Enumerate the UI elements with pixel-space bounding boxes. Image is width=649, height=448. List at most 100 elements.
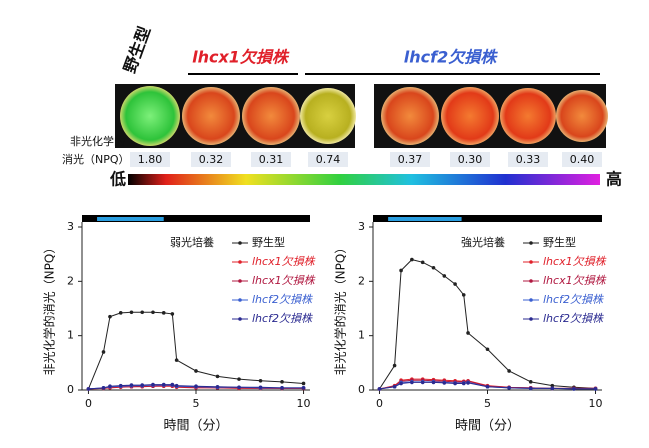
value-box [508,152,548,167]
legend-label: 野生型 [543,235,576,249]
data-point [392,363,397,368]
npq-value: 0.30 [458,153,483,166]
y-tick-label: 3 [358,220,365,233]
data-point [174,383,179,388]
chart-title: 強光培養 [461,235,505,249]
x-tick-label: 5 [193,397,200,410]
chart-title: 弱光培養 [170,235,214,249]
data-point [507,386,511,390]
data-point [161,311,166,315]
data-point [528,380,533,384]
data-point [410,257,414,262]
strain-label: lhcx1欠損株 [192,48,290,67]
y-tick-label: 2 [358,274,365,287]
legend-marker [529,298,533,302]
data-point [466,331,470,335]
legend-marker [529,241,533,245]
data-point [108,384,112,388]
data-point [453,282,457,286]
data-point [399,268,403,273]
value-box [130,152,170,167]
value-box [191,152,231,167]
data-point [151,382,155,387]
data-point [215,384,220,389]
data-point [593,387,598,391]
x-tick-label: 10 [297,397,311,410]
data-point [280,386,284,390]
data-point [392,384,397,389]
data-point [86,387,91,391]
legend-label: lhcf2欠損株 [543,312,604,325]
legend-label: lhcx1欠損株 [543,255,607,268]
y-tick-label: 2 [67,274,74,287]
data-point [485,384,490,389]
data-point [453,381,457,386]
data-point [572,387,576,391]
data-point [431,380,436,385]
data-point [161,382,166,387]
data-point [129,310,134,315]
series-line [88,384,304,390]
data-point [194,369,198,373]
data-point [129,383,134,387]
y-axis-label: 非光化学的消光（NPQ） [42,242,57,376]
data-point [420,380,425,385]
legend-marker [238,260,242,264]
colorbar-high: 高 [606,170,622,189]
colorbar [128,174,600,185]
npq-value: 0.37 [398,153,423,166]
culture-plate [441,87,499,145]
data-point [140,310,145,315]
legend-label: lhcf2欠損株 [543,293,604,306]
npq-label: 消光（NPQ） [62,152,130,166]
data-point [550,383,555,388]
legend-marker [529,260,533,264]
x-tick-label: 0 [376,397,383,410]
npq-label: 非光化学的 [70,134,125,148]
data-point [410,380,414,385]
series-line [379,381,596,390]
y-tick-label: 0 [67,383,74,396]
x-tick-label: 10 [589,397,603,410]
data-point [258,385,263,390]
data-point [237,377,241,381]
data-point [194,384,198,388]
legend-marker [238,241,242,245]
legend-marker [238,279,242,283]
y-tick-label: 1 [67,329,74,342]
light-period-bar [388,217,462,221]
culture-plate [500,88,556,144]
data-point [301,386,306,390]
x-axis-label: 時間（分） [455,419,520,434]
npq-value: 0.31 [259,153,284,166]
series-line [88,385,304,390]
data-point [170,312,175,316]
series-line [87,311,304,390]
npq-value: 0.32 [199,153,224,166]
data-point [118,311,123,315]
culture-plate [381,87,439,145]
dark-period-bar [82,215,310,222]
legend-marker [529,317,533,321]
x-tick-label: 0 [85,397,92,410]
data-point [431,265,436,270]
data-point [170,382,175,387]
data-point [528,386,533,391]
data-point [301,381,306,386]
culture-plate [120,86,180,146]
data-point [442,274,447,278]
npq-value: 0.33 [516,153,541,166]
data-point [485,347,490,352]
culture-plate [556,90,608,142]
colorbar-low: 低 [109,170,126,189]
light-period-bar [97,217,164,221]
npq-value: 1.80 [138,153,163,166]
strain-label: 野生型 [120,24,154,76]
legend-marker [238,298,242,302]
legend-marker [238,317,242,321]
value-box [562,152,602,167]
data-point [399,381,403,386]
data-point [101,350,106,354]
legend-label: lhcf2欠損株 [252,312,313,325]
